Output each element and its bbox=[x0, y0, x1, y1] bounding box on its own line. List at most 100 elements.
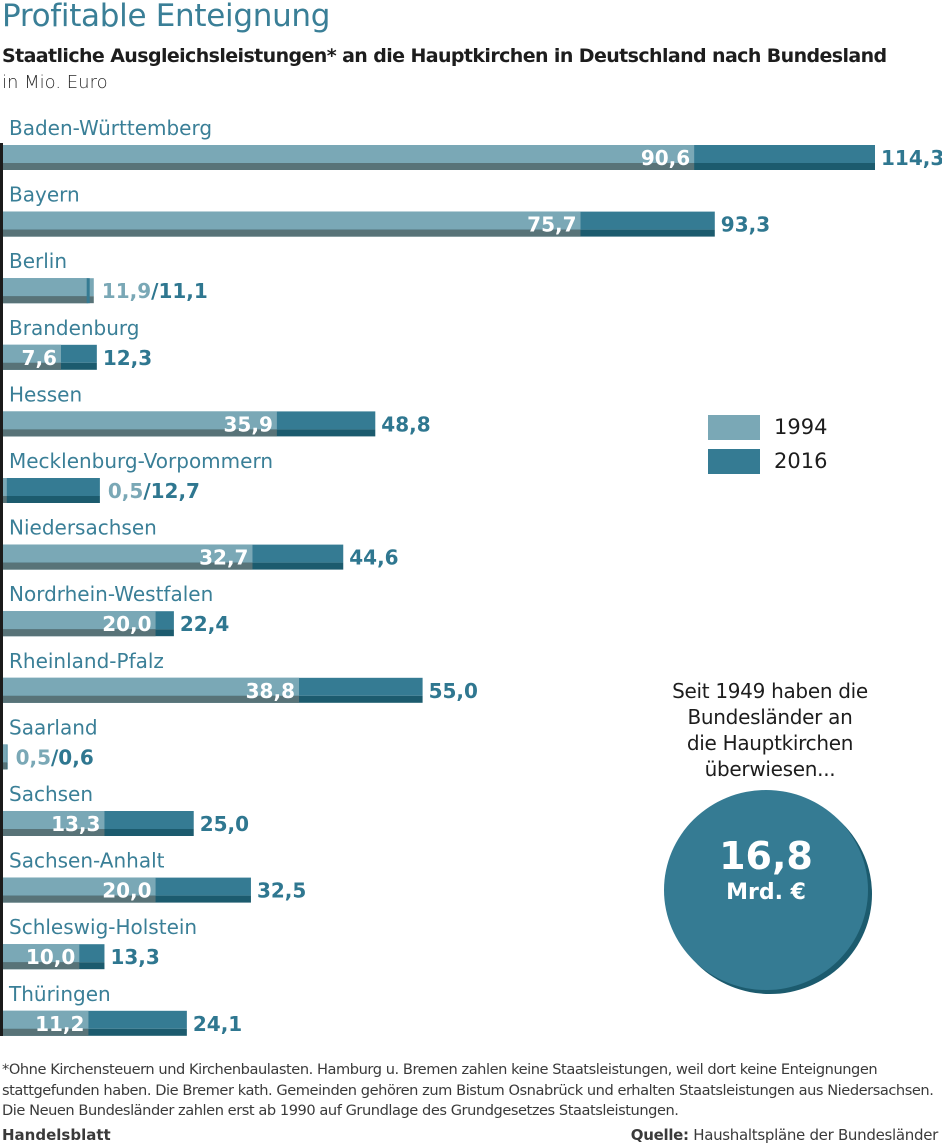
bar-1994 bbox=[3, 478, 7, 496]
value-label-2016: 12,3 bbox=[103, 346, 152, 370]
bar-1994 bbox=[3, 944, 80, 963]
category-label: Rheinland-Pfalz bbox=[9, 649, 164, 673]
bar-1994-shadow bbox=[3, 562, 253, 570]
legend-item-2016: 2016 bbox=[708, 444, 827, 478]
value-label-2016: 114,3 bbox=[881, 146, 942, 170]
value-label-1994: 7,6 bbox=[22, 346, 57, 370]
bar-1994-shadow bbox=[3, 629, 156, 637]
value-label-2016: 25,0 bbox=[200, 812, 249, 836]
value-label-2016: /12,7 bbox=[143, 479, 200, 503]
value-label: 0,5/0,6 bbox=[16, 745, 94, 769]
callout-text: Seit 1949 haben die Bundesländer an die … bbox=[640, 678, 900, 782]
callout-line: überwiesen... bbox=[704, 757, 836, 781]
bar-1994 bbox=[3, 744, 7, 763]
category-label: Berlin bbox=[9, 249, 67, 273]
value-label-1994: 13,3 bbox=[51, 812, 100, 836]
bar-1994-shadow bbox=[3, 962, 80, 970]
legend-item-1994: 1994 bbox=[708, 410, 827, 444]
value-label-1994: 35,9 bbox=[224, 412, 273, 436]
bar-1994-shadow bbox=[3, 695, 300, 703]
bar-1994-shadow bbox=[3, 362, 61, 370]
bar-2016-shadow bbox=[3, 1028, 187, 1036]
value-label-1994: 90,6 bbox=[641, 146, 690, 170]
value-label-1994: 38,8 bbox=[246, 679, 295, 703]
value-label-1994: 11,9 bbox=[102, 279, 151, 303]
unit-label: in Mio. Euro bbox=[2, 72, 108, 93]
bar-1994 bbox=[3, 811, 105, 829]
bar-chart: Baden-Württemberg 90,6 114,3 Bayern 75,7 93,3… bbox=[3, 116, 942, 1036]
value-label-2016: 13,3 bbox=[110, 945, 159, 969]
value-label-2016: 24,1 bbox=[193, 1012, 242, 1036]
legend-label-2016: 2016 bbox=[774, 449, 828, 473]
value-label: 11,9/11,1 bbox=[102, 279, 208, 303]
bar-1994 bbox=[3, 544, 253, 563]
bar-1994-shadow bbox=[3, 895, 156, 903]
bar-1994 bbox=[3, 1010, 89, 1029]
callout-line: Bundesländer an bbox=[687, 705, 853, 729]
value-label-2016: 55,0 bbox=[429, 679, 478, 703]
value-label-2016: 48,8 bbox=[381, 412, 430, 436]
bar-1994 bbox=[3, 278, 94, 297]
bar-1994 bbox=[3, 877, 156, 896]
callout-line: Seit 1949 haben die bbox=[672, 679, 868, 703]
bar-1994-shadow bbox=[3, 496, 7, 503]
bar-1994 bbox=[3, 411, 277, 430]
category-label: Schleswig-Holstein bbox=[9, 915, 197, 939]
category-label: Hessen bbox=[9, 382, 82, 406]
total-circle: 16,8 Mrd. € bbox=[664, 790, 868, 990]
value-label: 0,5/12,7 bbox=[108, 479, 200, 503]
value-label-1994: 20,0 bbox=[102, 879, 151, 903]
bar-1994 bbox=[3, 145, 695, 163]
legend: 1994 2016 bbox=[708, 410, 827, 478]
category-label: Baden-Württemberg bbox=[9, 116, 212, 140]
footnote: *Ohne Kirchensteuern und Kirchenbaulaste… bbox=[2, 1061, 934, 1119]
bar-1994-shadow bbox=[3, 762, 7, 770]
value-label-1994: 20,0 bbox=[102, 612, 151, 636]
source-label: Quelle: bbox=[630, 1126, 689, 1144]
value-label-1994: 0,5 bbox=[16, 745, 51, 769]
category-label: Bayern bbox=[9, 183, 80, 207]
category-label: Sachsen-Anhalt bbox=[9, 849, 165, 873]
value-label-2016: 44,6 bbox=[349, 546, 398, 570]
category-label: Saarland bbox=[9, 715, 98, 739]
bar-1994-shadow bbox=[3, 1028, 89, 1036]
callout-line: die Hauptkirchen bbox=[686, 731, 854, 755]
bar-1994 bbox=[3, 211, 581, 230]
category-label: Niedersachsen bbox=[9, 516, 157, 540]
bar-1994 bbox=[3, 344, 61, 363]
brand-logo: Handelsblatt bbox=[2, 1126, 111, 1144]
bar-2016-marker bbox=[86, 278, 90, 304]
value-label-2016: /0,6 bbox=[51, 745, 94, 769]
category-label: Sachsen bbox=[9, 782, 93, 806]
category-label: Thüringen bbox=[8, 982, 111, 1006]
bar-1994-shadow bbox=[3, 429, 277, 437]
value-label-2016: /11,1 bbox=[151, 279, 208, 303]
bar-1994 bbox=[3, 611, 156, 630]
total-unit: Mrd. € bbox=[726, 880, 806, 905]
category-label: Brandenburg bbox=[9, 316, 140, 340]
value-label-1994: 32,7 bbox=[199, 546, 248, 570]
total-value: 16,8 bbox=[719, 834, 813, 878]
axis-line bbox=[0, 143, 3, 1036]
bar-1994-shadow bbox=[3, 163, 695, 170]
source-text: Haushaltspläne der Bundesländer bbox=[688, 1126, 938, 1144]
value-label-2016: 22,4 bbox=[180, 612, 229, 636]
value-label-1994: 10,0 bbox=[26, 945, 75, 969]
chart-title: Profitable Enteignung bbox=[2, 0, 331, 34]
bar-2016 bbox=[3, 478, 100, 496]
value-label-1994: 11,2 bbox=[35, 1012, 84, 1036]
bar-1994-shadow bbox=[3, 229, 581, 237]
value-label-1994: 75,7 bbox=[527, 213, 576, 237]
category-label: Nordrhein-Westfalen bbox=[9, 582, 213, 606]
legend-swatch-1994 bbox=[708, 414, 760, 440]
value-label-2016: 32,5 bbox=[257, 879, 306, 903]
legend-label-1994: 1994 bbox=[774, 415, 828, 439]
value-label-1994: 0,5 bbox=[108, 479, 143, 503]
category-label: Mecklenburg-Vorpommern bbox=[9, 449, 273, 473]
chart-subtitle: Staatliche Ausgleichsleistungen* an die … bbox=[2, 45, 887, 67]
bar-1994 bbox=[3, 677, 300, 696]
bar-2016-shadow bbox=[3, 496, 100, 503]
bar-1994-shadow bbox=[3, 829, 105, 836]
value-label-2016: 93,3 bbox=[721, 213, 770, 237]
legend-swatch-2016 bbox=[708, 448, 760, 474]
